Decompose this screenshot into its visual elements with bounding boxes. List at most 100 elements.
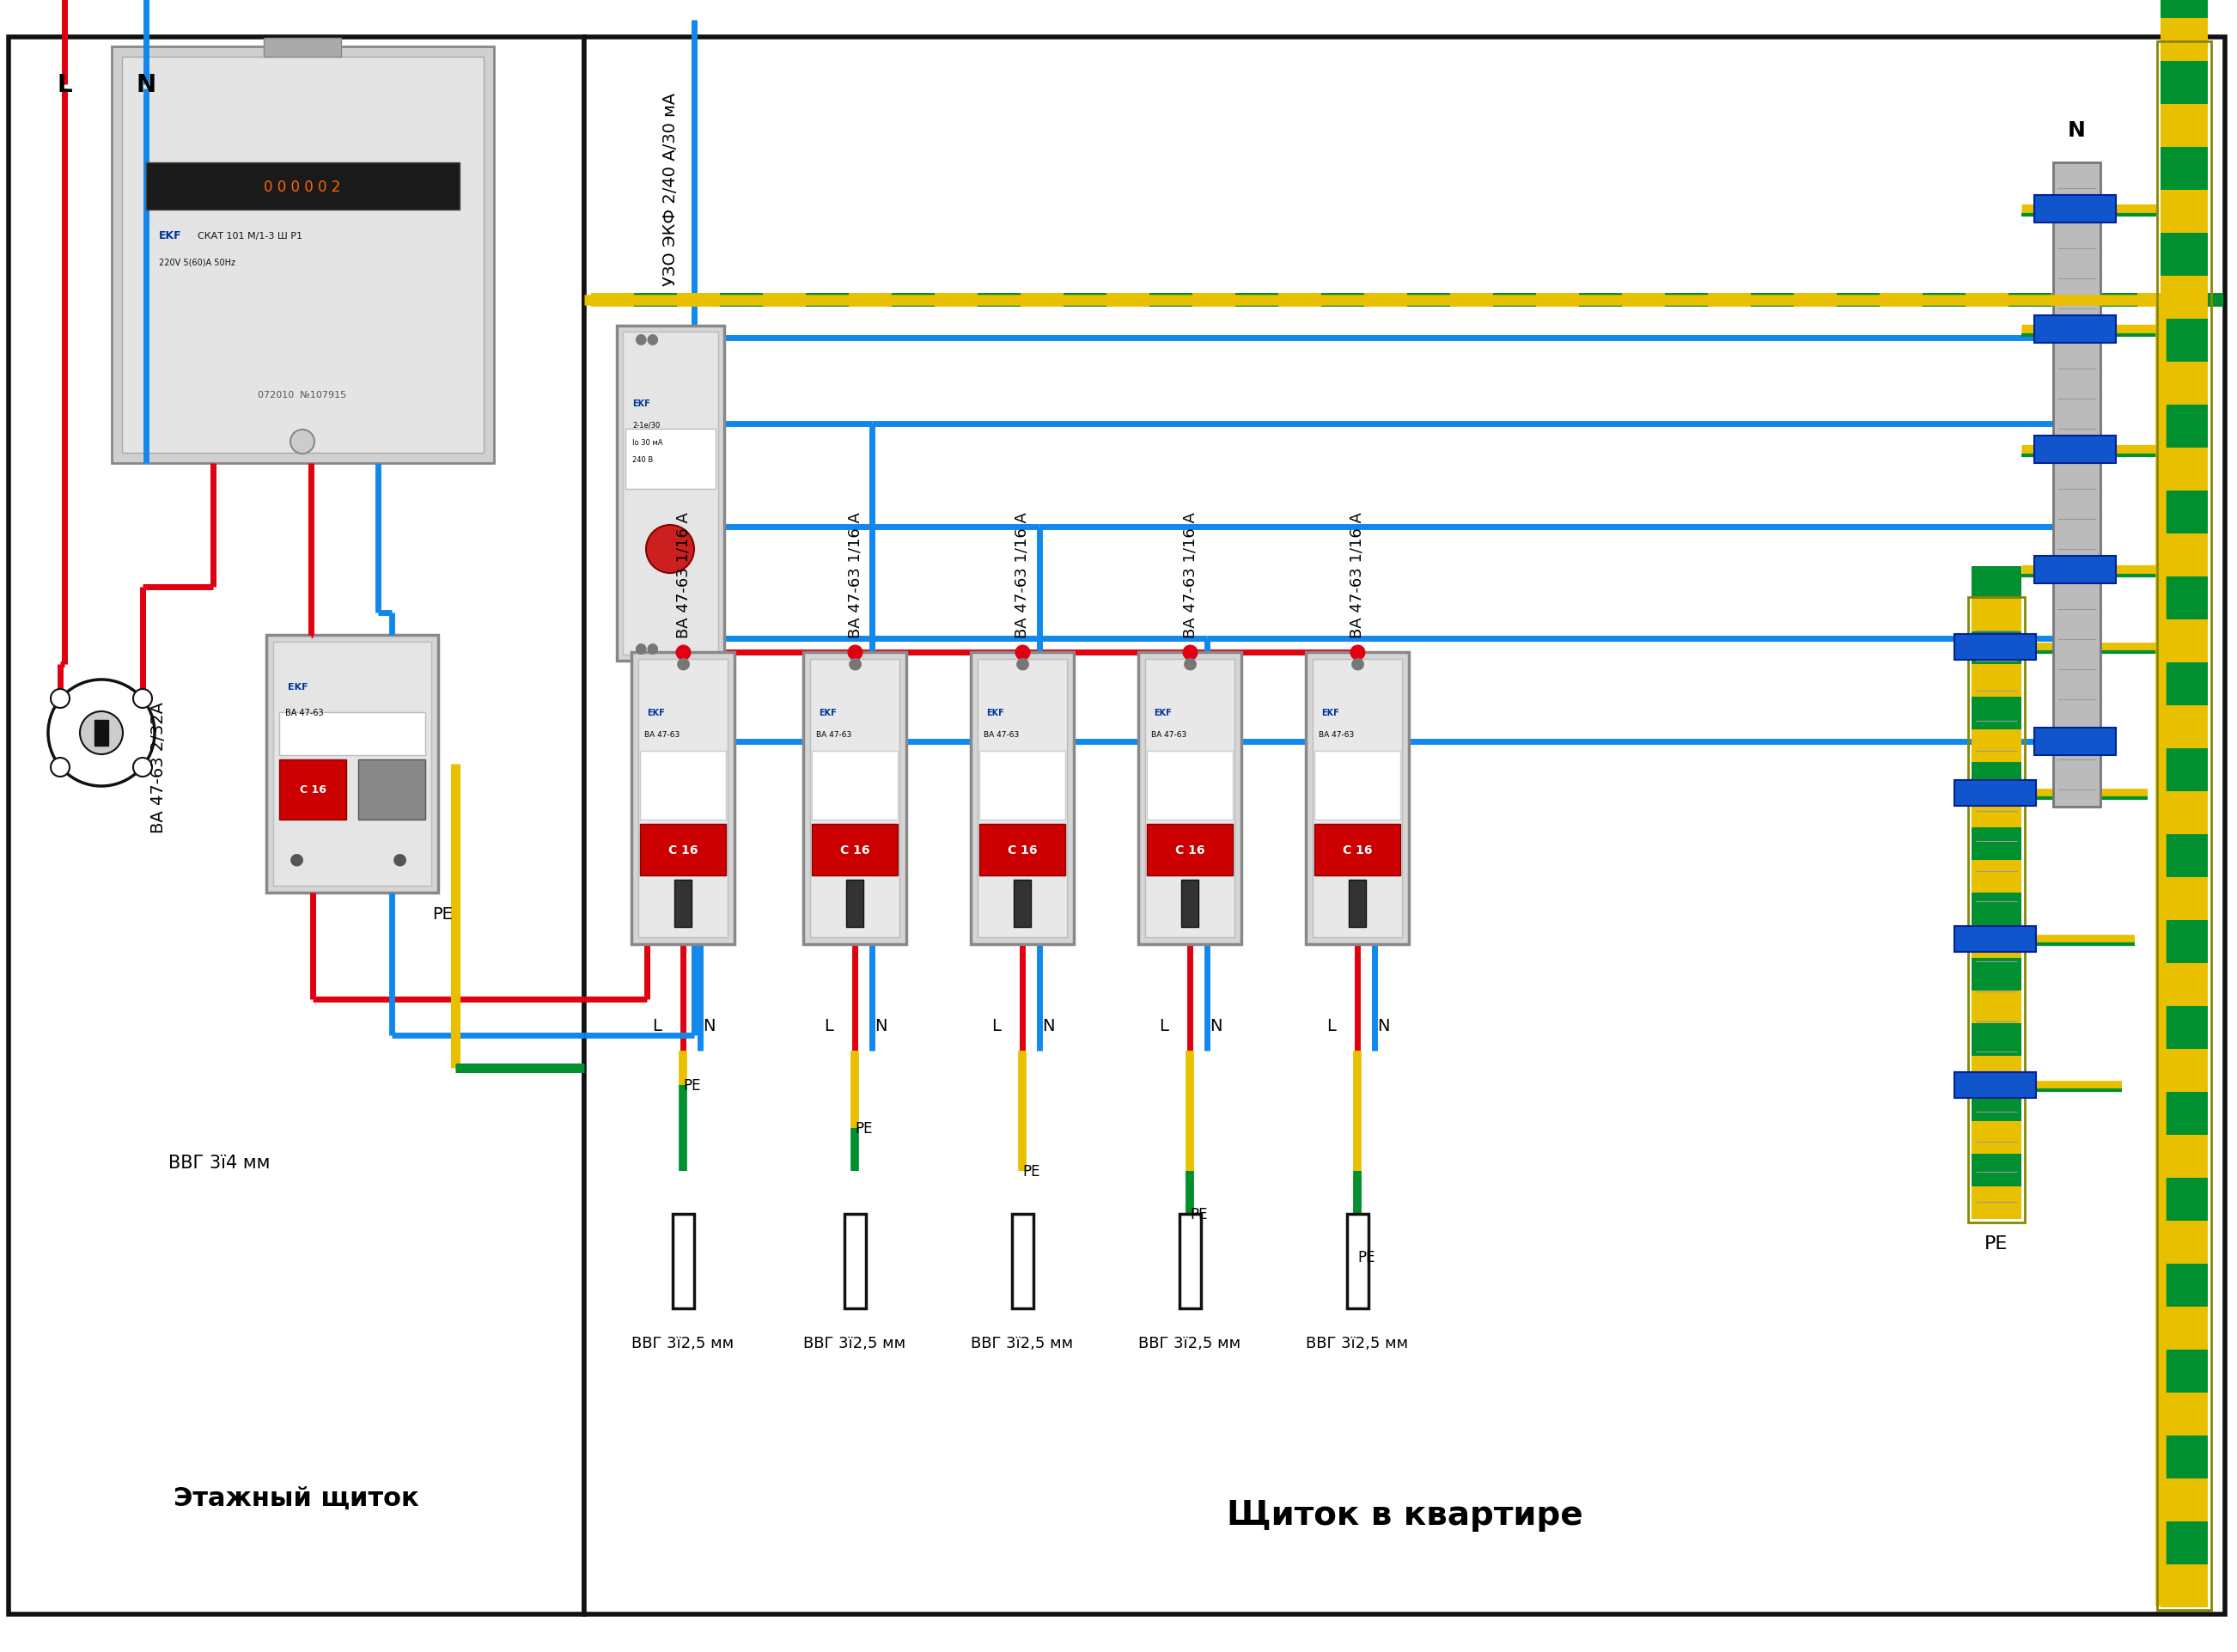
Text: Iо 30 мА: Iо 30 мА (633, 438, 662, 446)
Text: ВВГ 3ї2,5 мм: ВВГ 3ї2,5 мм (1139, 1335, 1242, 1351)
Text: Этажный щиток: Этажный щиток (174, 1485, 418, 1510)
Bar (1971, 894, 2022, 925)
Text: 2-1е/30: 2-1е/30 (633, 421, 660, 430)
Bar (2051, 294, 2094, 307)
Bar (1971, 664, 2022, 697)
Bar (2161, 0, 2208, 18)
Text: L: L (653, 1018, 662, 1034)
Bar (812, 824, 897, 876)
Circle shape (51, 689, 69, 709)
Bar (633, 294, 678, 307)
Bar (1971, 1155, 2022, 1186)
Bar (2161, 448, 2208, 491)
Bar (1148, 824, 1233, 876)
Bar (2161, 1350, 2208, 1393)
Text: L: L (991, 1018, 1002, 1034)
Bar (1492, 294, 1537, 307)
Bar (971, 653, 1074, 945)
Text: L: L (1159, 1018, 1168, 1034)
Bar (1139, 653, 1242, 945)
Bar (640, 824, 727, 876)
Bar (1537, 294, 1579, 307)
Bar (1966, 294, 2009, 307)
Bar (1315, 824, 1400, 876)
Bar (94, 720, 107, 747)
Bar (2161, 577, 2208, 620)
Bar (631, 653, 734, 945)
Bar (1179, 1214, 1201, 1308)
Bar (264, 38, 340, 58)
Text: C 16: C 16 (1174, 844, 1204, 856)
Text: ВА 47-63 1/16 А: ВА 47-63 1/16 А (676, 512, 691, 638)
Bar (2161, 834, 2208, 877)
Bar (2161, 1092, 2208, 1135)
Text: ВВГ 3ї2,5 мм: ВВГ 3ї2,5 мм (631, 1335, 734, 1351)
Bar (1145, 659, 1235, 938)
Text: PE: PE (1984, 1234, 2009, 1252)
Bar (673, 1214, 693, 1308)
Bar (1971, 795, 2022, 828)
Bar (1955, 634, 2036, 661)
Text: L: L (823, 1018, 834, 1034)
Bar (1837, 294, 1879, 307)
Text: N: N (875, 1018, 886, 1034)
Bar (2161, 1049, 2208, 1092)
Bar (145, 164, 459, 210)
Bar (617, 327, 725, 661)
Text: СКАТ 101 М/1-3 Ш Р1: СКАТ 101 М/1-3 Ш Р1 (197, 231, 302, 241)
Text: 0 0 0 0 0 2: 0 0 0 0 0 2 (264, 180, 340, 195)
Bar (358, 760, 425, 819)
Text: EKF: EKF (819, 709, 837, 717)
Bar (2161, 1264, 2208, 1307)
Text: ●●: ●● (635, 641, 660, 656)
Bar (2161, 963, 2208, 1006)
Bar (1971, 763, 2022, 795)
Bar (1107, 294, 1150, 307)
Bar (2161, 534, 2208, 577)
Text: ●: ● (1016, 654, 1029, 671)
Bar (2161, 662, 2208, 705)
Bar (810, 659, 899, 938)
Text: 072010  №107915: 072010 №107915 (257, 390, 347, 400)
Bar (2136, 294, 2181, 307)
Text: 240 В: 240 В (633, 456, 653, 463)
Bar (2161, 190, 2208, 233)
Bar (1971, 861, 2022, 894)
Bar (1063, 294, 1107, 307)
Bar (1347, 1214, 1369, 1308)
Bar (2161, 1436, 2208, 1479)
Bar (2161, 147, 2208, 190)
Text: Щиток в квартире: Щиток в квартире (1226, 1498, 1584, 1531)
Bar (2033, 557, 2116, 583)
Bar (1971, 958, 2022, 991)
Text: EKF: EKF (289, 682, 309, 691)
Bar (2161, 1221, 2208, 1264)
Text: УЗО ЭКФ 2/40 А/30 мА: УЗО ЭКФ 2/40 А/30 мА (662, 93, 678, 286)
Bar (2161, 362, 2208, 405)
Text: N: N (1376, 1018, 1389, 1034)
Bar (638, 659, 727, 938)
Bar (1955, 780, 2036, 806)
Bar (980, 752, 1065, 819)
Bar (2161, 1564, 2208, 1607)
Text: EKF: EKF (646, 709, 664, 717)
Bar (1971, 633, 2022, 664)
Bar (1450, 294, 1492, 307)
Text: ●●: ●● (635, 332, 660, 347)
Text: L: L (56, 73, 72, 97)
Text: EKF: EKF (159, 231, 181, 241)
Bar (1794, 294, 1837, 307)
Bar (2161, 1135, 2208, 1178)
Bar (1971, 991, 2022, 1024)
Bar (1579, 294, 1622, 307)
Bar (673, 881, 691, 927)
Text: C 16: C 16 (669, 844, 698, 856)
Bar (1349, 881, 1367, 927)
Bar (843, 1214, 866, 1308)
Bar (980, 824, 1065, 876)
Text: ●: ● (676, 654, 691, 671)
Bar (2161, 791, 2208, 834)
Bar (805, 294, 848, 307)
Circle shape (51, 758, 69, 776)
Bar (1922, 294, 1966, 307)
